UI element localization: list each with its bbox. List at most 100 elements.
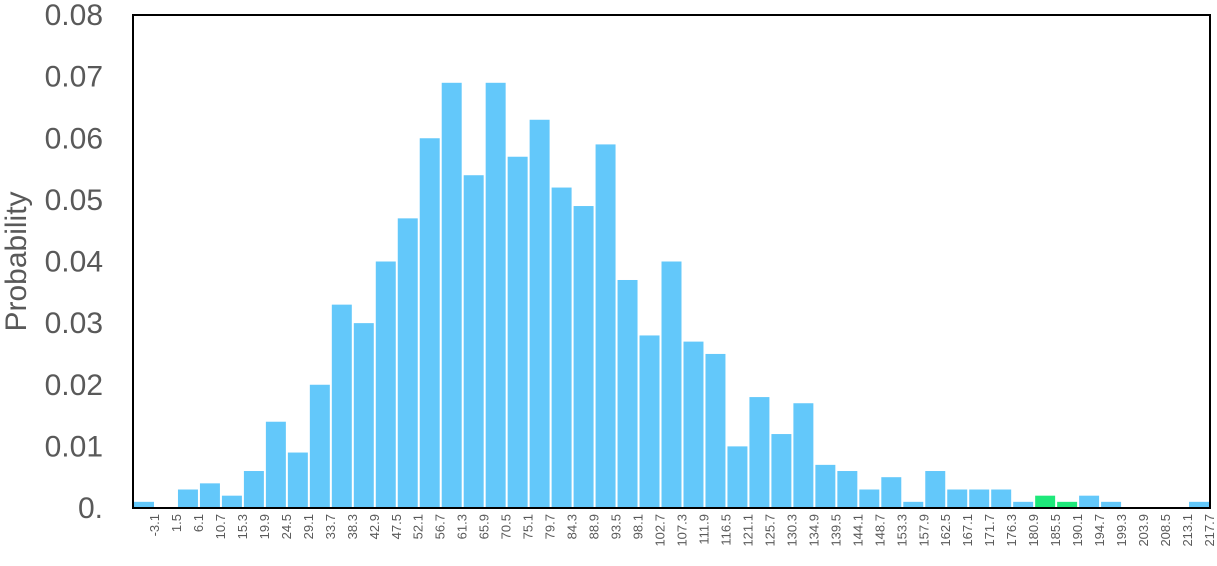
bar-144.1 <box>837 471 858 508</box>
y-axis-label: Probability <box>0 191 33 331</box>
bar-29.1 <box>287 452 308 508</box>
bar-70.5 <box>485 82 506 508</box>
bar-52.1 <box>397 218 418 509</box>
x-tick-label: 65.9 <box>477 514 492 539</box>
bar-190.1 <box>1057 501 1078 508</box>
bar-130.3 <box>771 434 792 508</box>
y-tick-label: 0.08 <box>45 0 103 32</box>
x-tick-label: 148.7 <box>872 514 887 547</box>
bar-33.7 <box>309 384 330 508</box>
bar-153.3 <box>881 477 902 508</box>
x-tick-label: 171.7 <box>982 514 997 547</box>
bar-56.7 <box>419 138 440 508</box>
bar-38.3 <box>331 304 352 508</box>
bar-42.9 <box>353 323 374 509</box>
x-tick-label: 121.1 <box>740 514 755 547</box>
x-tick-label: 167.1 <box>960 514 975 547</box>
x-tick-label: 33.7 <box>323 514 338 539</box>
y-tick-label: 0.06 <box>45 122 103 155</box>
x-tick-label: 10.7 <box>213 514 228 539</box>
x-tick-label: 125.7 <box>762 514 777 547</box>
bar-194.7 <box>1079 495 1100 508</box>
bar-93.5 <box>595 144 616 508</box>
bar-157.9 <box>903 501 924 508</box>
x-tick-label: 194.7 <box>1092 514 1107 547</box>
x-tick-label: 111.9 <box>696 514 711 545</box>
bar-121.1 <box>727 446 748 509</box>
x-tick-label: 199.3 <box>1114 514 1129 547</box>
bar-162.5 <box>925 471 946 508</box>
y-tick-label: 0. <box>78 492 103 525</box>
x-tick-label: 116.5 <box>718 514 733 546</box>
bar-111.9 <box>683 341 704 508</box>
bar-88.9 <box>573 206 594 509</box>
bar-10.7 <box>199 483 220 508</box>
x-tick-label: 107.3 <box>674 514 689 547</box>
x-tick-label: 208.5 <box>1158 514 1173 547</box>
bar-47.5 <box>375 261 396 508</box>
bar-185.5 <box>1035 495 1056 508</box>
bar-139.5 <box>815 464 836 508</box>
y-tick-label: 0.03 <box>45 307 103 340</box>
x-tick-label: 38.3 <box>345 514 360 539</box>
bar-134.9 <box>793 403 814 508</box>
bar-102.7 <box>639 335 660 508</box>
x-tick-label: -3.1 <box>147 514 162 536</box>
y-tick-label: 0.04 <box>45 246 103 279</box>
x-tick-label: 134.9 <box>806 514 821 547</box>
x-tick-label: 47.5 <box>389 514 404 539</box>
x-tick-label: 153.3 <box>894 514 909 547</box>
bar-79.7 <box>529 119 550 508</box>
bar-116.5 <box>705 353 726 508</box>
x-tick-label: 185.5 <box>1048 514 1063 547</box>
bar-199.3 <box>1101 501 1122 508</box>
x-tick-label: 180.9 <box>1026 514 1041 547</box>
y-tick-label: 0.07 <box>45 61 103 94</box>
x-tick-label: 75.1 <box>521 514 536 539</box>
y-tick-label: 0.02 <box>45 369 103 402</box>
x-tick-label: 176.3 <box>1004 514 1019 547</box>
bar-148.7 <box>859 489 880 508</box>
bar--3.1 <box>134 501 154 508</box>
y-tick-label: 0.05 <box>45 184 103 217</box>
bar-167.1 <box>947 489 968 508</box>
bar-98.1 <box>617 279 638 508</box>
bar-125.7 <box>749 397 770 508</box>
x-tick-label: 130.3 <box>784 514 799 547</box>
x-tick-label: 70.5 <box>499 514 514 539</box>
x-tick-label: 24.5 <box>279 514 294 539</box>
bar-15.3 <box>221 495 242 508</box>
x-tick-label: 6.1 <box>191 514 206 532</box>
y-tick-label: 0.01 <box>45 430 103 463</box>
x-tick-label: 102.7 <box>653 514 668 547</box>
y-axis-ticks: 0. 0.01 0.02 0.03 0.04 0.05 0.06 0.07 0.08 <box>45 0 103 525</box>
x-tick-label: 203.9 <box>1136 514 1151 547</box>
bars <box>134 82 1209 509</box>
x-tick-label: 84.3 <box>565 514 580 539</box>
x-tick-label: 88.9 <box>587 514 602 539</box>
x-axis-ticks: -3.1 1.5 6.1 10.7 15.3 19.9 24.5 29.1 33.7 38.3 42… <box>147 514 1217 547</box>
x-tick-label: 162.5 <box>938 514 953 547</box>
x-tick-label: 15.3 <box>235 514 250 539</box>
x-tick-label: 190.1 <box>1070 514 1085 547</box>
bar-61.3 <box>441 82 462 508</box>
x-tick-label: 217.7 <box>1202 514 1217 547</box>
bar-65.9 <box>463 175 484 509</box>
plot-frame <box>132 14 1211 509</box>
bar-217.7 <box>1189 501 1209 508</box>
bar-176.3 <box>991 489 1012 508</box>
x-tick-label: 52.1 <box>411 514 426 539</box>
bar-6.1 <box>177 489 198 508</box>
x-tick-label: 144.1 <box>850 514 865 547</box>
x-tick-label: 157.9 <box>916 514 931 547</box>
x-tick-label: 213.1 <box>1180 514 1195 547</box>
x-tick-label: 56.7 <box>433 514 448 539</box>
bar-75.1 <box>507 156 528 509</box>
x-tick-label: 79.7 <box>543 514 558 539</box>
x-tick-label: 19.9 <box>257 514 272 539</box>
x-tick-label: 61.3 <box>455 514 470 539</box>
x-tick-label: 1.5 <box>169 514 184 532</box>
bar-84.3 <box>551 187 572 509</box>
bar-171.7 <box>969 489 990 508</box>
